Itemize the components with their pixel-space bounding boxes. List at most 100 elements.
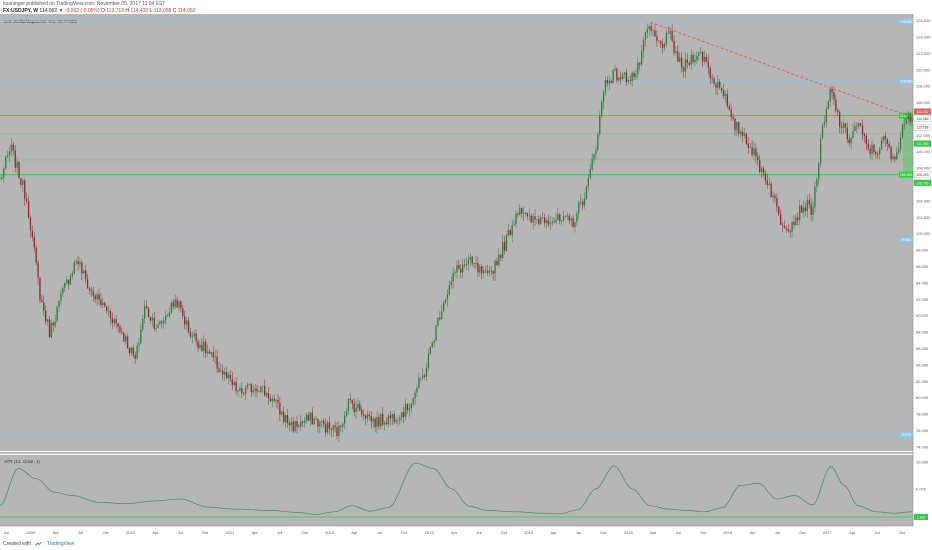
candle-body (581, 201, 584, 206)
candle-body (671, 30, 673, 41)
candle-body (75, 261, 77, 263)
candle-body (204, 341, 207, 354)
candle-body (79, 262, 81, 265)
candle-body (501, 242, 504, 259)
horizontal-lines: 125.850 118.660 114.400 106.200 99.962 75.570 (0, 18, 913, 438)
candle-body (267, 393, 270, 399)
candle-body (494, 260, 496, 274)
candle-body (117, 323, 119, 327)
candle-body (376, 416, 378, 428)
x-tick-label: Oct (202, 530, 209, 535)
candle-body (768, 183, 770, 185)
candle-body (802, 207, 805, 213)
candle-body (172, 302, 174, 307)
candle-body (313, 418, 315, 425)
tradingview-logo-icon (35, 541, 43, 546)
x-tick-label: Jul (3, 530, 8, 535)
candle-body (808, 200, 810, 205)
candle-body (844, 123, 847, 128)
candle-body (751, 147, 753, 155)
x-tick-label: 2017 (823, 530, 833, 535)
candle-body (743, 133, 746, 136)
candle-body (126, 336, 129, 349)
candle-body (536, 219, 538, 220)
candle-body (100, 299, 102, 306)
candle-body (606, 80, 609, 84)
candle-body (667, 33, 669, 34)
candle-body (149, 317, 152, 321)
candle-body (776, 198, 778, 207)
candle-body (859, 123, 862, 126)
candle-body (284, 415, 287, 423)
candle-body (654, 30, 656, 37)
candle-body (703, 56, 706, 62)
candle-body (633, 72, 635, 78)
candle-body (684, 59, 687, 72)
candle-body (829, 88, 831, 102)
candle-body (281, 411, 283, 415)
candle-body (351, 399, 353, 404)
x-tick-label: Oct (799, 530, 806, 535)
x-tick-label: Oct (899, 530, 906, 535)
candle-body (661, 43, 664, 48)
x-tick-label: Apr (152, 530, 159, 535)
candle-body (342, 423, 344, 428)
candle-body (330, 428, 332, 430)
x-tick-label: Apr (53, 530, 60, 535)
price-badge-bg (913, 179, 932, 187)
candle-body (810, 204, 812, 215)
candle-body (458, 265, 460, 269)
candle-body (153, 317, 155, 329)
candle-body (570, 218, 572, 221)
candle-body (863, 134, 866, 137)
candle-body (896, 152, 898, 160)
candle-body (423, 375, 426, 377)
chart-svg[interactable]: U.S. Dollar/Japanese Yen, W, FXCM 126.000… (0, 14, 932, 536)
candle-body (81, 262, 83, 274)
symbol-label[interactable]: FX:USDJPY, W (3, 8, 39, 14)
ohlc-close: 114.062 (177, 8, 196, 14)
footer: Created with TradingView (3, 540, 74, 548)
line-price-tag-bg (899, 171, 913, 178)
candle-body (73, 262, 75, 274)
candle-body (164, 315, 167, 321)
candle-body (720, 87, 723, 91)
candle-body (608, 80, 610, 84)
candle-body (448, 284, 451, 295)
candle-body (778, 206, 780, 214)
candle-body (576, 213, 578, 223)
candle-body (368, 414, 371, 417)
candle-body (277, 400, 279, 404)
candle-body (705, 56, 708, 62)
candle-body (353, 403, 355, 413)
candle-body (39, 277, 41, 301)
candle-body (728, 106, 730, 110)
candle-body (31, 231, 34, 237)
candle-body (747, 143, 749, 148)
candle-body (616, 68, 618, 81)
candle-body (85, 270, 87, 280)
tradingview-brand[interactable]: TradingView (46, 541, 75, 547)
candle-body (54, 321, 56, 326)
candle-body (420, 377, 422, 379)
candle-body (658, 40, 660, 42)
x-tick-label: Apr (451, 530, 458, 535)
candle-body (1, 177, 3, 180)
x-tick-label: 2012 (325, 530, 335, 535)
candle-body (500, 254, 502, 259)
candle-body (572, 218, 574, 227)
candle-body (515, 213, 517, 225)
candle-body (237, 390, 239, 392)
candle-body (303, 420, 306, 423)
candle-body (345, 411, 348, 416)
candle-body (890, 147, 892, 160)
chart-area[interactable]: U.S. Dollar/Japanese Yen, W, FXCM 126.000… (0, 14, 932, 536)
y-tick-label: 82.000 (916, 379, 929, 384)
candle-body (437, 317, 439, 326)
candle-body (107, 310, 110, 312)
candle-body (170, 302, 173, 313)
candle-body (254, 388, 256, 391)
candle-body (871, 144, 873, 154)
candle-body (551, 221, 553, 223)
candle-body (18, 161, 20, 179)
